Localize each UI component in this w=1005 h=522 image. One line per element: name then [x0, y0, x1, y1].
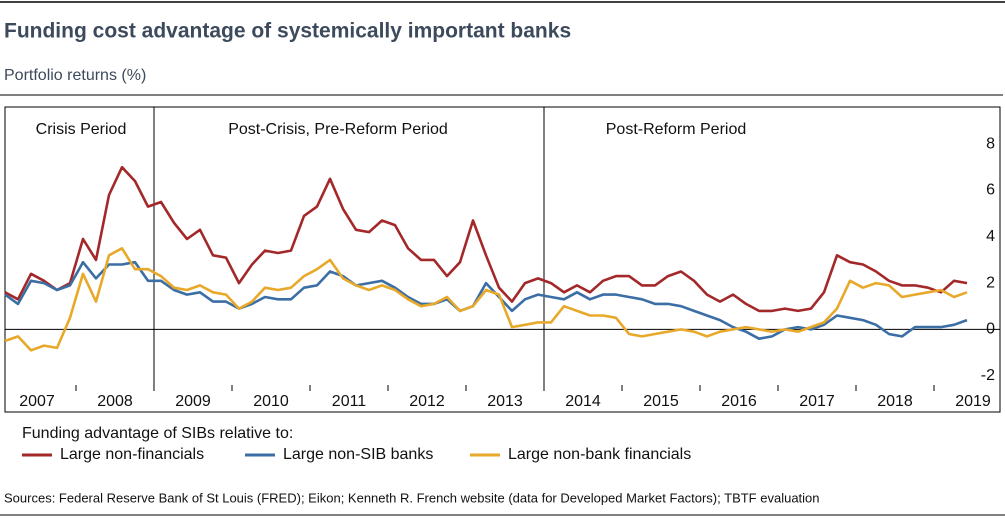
legend-label: Large non-SIB banks: [283, 446, 433, 463]
y-tick-label: 6: [986, 182, 995, 199]
x-tick-label: 2015: [643, 393, 679, 410]
y-tick-label: 2: [986, 274, 995, 291]
x-tick-label: 2007: [19, 393, 55, 410]
x-tick-label: 2016: [721, 393, 757, 410]
series-line: [4, 260, 968, 340]
x-tick-label: 2017: [799, 393, 835, 410]
y-tick-label: 8: [986, 135, 995, 152]
y-tick-label: -2: [981, 367, 995, 384]
series-line: [4, 247, 968, 352]
period-label: Crisis Period: [36, 121, 127, 138]
x-tick-label: 2012: [409, 393, 445, 410]
x-tick-label: 2013: [487, 393, 523, 410]
y-tick-label: 4: [986, 228, 995, 245]
x-tick-label: 2011: [332, 393, 367, 410]
source-note: Sources: Federal Reserve Bank of St Loui…: [4, 490, 820, 505]
x-tick-label: 2019: [955, 393, 991, 410]
legend-label: Large non-financials: [60, 446, 204, 463]
chart-subtitle: Portfolio returns (%): [4, 67, 146, 84]
period-label: Post-Crisis, Pre-Reform Period: [228, 121, 448, 138]
x-tick-label: 2014: [565, 393, 601, 410]
x-tick-label: 2010: [253, 393, 289, 410]
x-tick-label: 2018: [877, 393, 913, 410]
x-tick-label: 2009: [175, 393, 211, 410]
series-line: [4, 165, 968, 313]
plot-frame: [4, 106, 1001, 413]
legend-title: Funding advantage of SIBs relative to:: [22, 425, 293, 442]
legend-label: Large non-bank financials: [508, 446, 691, 463]
period-label: Post-Reform Period: [606, 121, 747, 138]
chart-title: Funding cost advantage of systemically i…: [4, 20, 571, 43]
x-tick-label: 2008: [97, 393, 133, 410]
